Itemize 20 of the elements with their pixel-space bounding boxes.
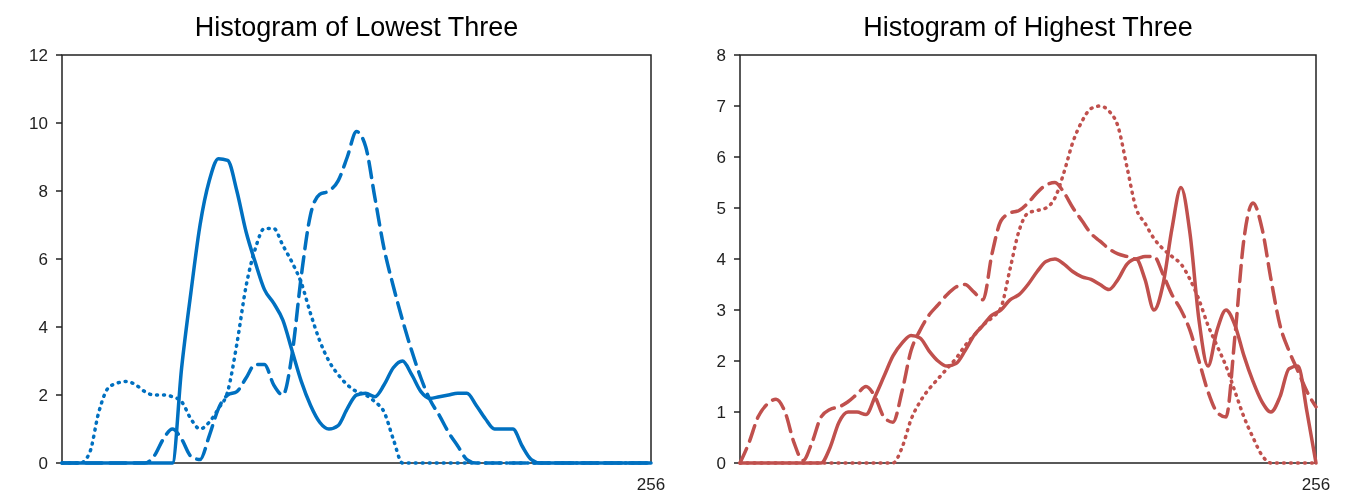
- y-tick-label: 4: [38, 317, 48, 337]
- y-tick-label: 10: [29, 113, 48, 133]
- y-tick-label: 5: [716, 198, 726, 218]
- y-tick-label: 8: [38, 181, 48, 201]
- y-tick-label: 2: [716, 351, 726, 371]
- x-tick-label: 256: [636, 475, 666, 494]
- x-tick-label: 256: [1301, 475, 1331, 494]
- y-tick-label: 0: [716, 453, 726, 473]
- y-tick-label: 6: [716, 147, 726, 167]
- y-tick-label: 2: [38, 385, 48, 405]
- y-tick-label: 4: [716, 249, 726, 269]
- y-tick-label: 1: [716, 402, 726, 422]
- y-tick-label: 3: [716, 300, 726, 320]
- y-tick-label: 6: [38, 249, 48, 269]
- chart-title: Histogram of Lowest Three: [194, 12, 519, 42]
- y-tick-label: 8: [716, 45, 726, 65]
- y-tick-label: 12: [29, 45, 48, 65]
- chart-title: Histogram of Highest Three: [863, 12, 1193, 42]
- y-tick-label: 0: [38, 453, 48, 473]
- y-tick-label: 7: [716, 96, 726, 116]
